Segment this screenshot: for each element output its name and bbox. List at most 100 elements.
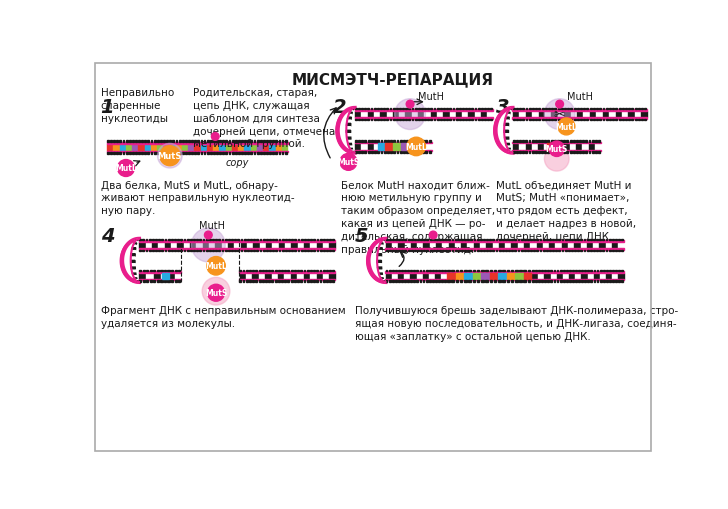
Circle shape [406,101,414,109]
Bar [310,270,312,272]
Polygon shape [377,254,381,257]
Bar [323,250,325,251]
Bar [425,141,427,143]
Bar [587,120,588,121]
Bar [209,250,211,251]
Bar [535,152,537,153]
Polygon shape [352,152,354,153]
Bar [394,144,399,150]
Bar [242,281,245,282]
Bar [458,239,460,241]
Bar [364,120,366,121]
Bar [185,141,187,143]
Bar [278,270,280,272]
Bar [181,250,182,251]
Bar [154,141,156,143]
Bar [455,250,456,251]
Bar [519,281,522,282]
Bar [618,270,620,272]
Bar [188,145,194,152]
Bar [138,141,140,143]
Bar [550,270,553,272]
Bar [163,153,165,155]
Bar [409,152,411,153]
Bar [569,141,571,143]
Polygon shape [507,147,510,149]
Bar [593,242,598,249]
Bar [132,153,134,155]
Bar [432,250,435,251]
Bar [392,109,395,110]
Bar [577,109,579,110]
Bar [368,152,370,153]
Bar [119,153,122,155]
Bar [429,141,430,143]
Bar [320,239,322,241]
Bar [393,152,395,153]
Bar [387,144,392,150]
Bar [631,120,633,121]
Bar [392,270,394,272]
Bar [535,281,537,282]
Bar [545,120,547,121]
Bar [361,120,363,121]
Bar [534,250,535,251]
Bar [219,145,225,152]
Bar [597,270,598,272]
Bar [310,281,312,282]
Bar [598,152,600,153]
Bar [475,120,476,121]
Bar [405,250,406,251]
Bar [263,153,265,155]
Bar [355,110,494,111]
Bar [494,281,496,282]
Bar [244,141,246,143]
Bar [447,270,450,272]
Bar [563,273,569,279]
Polygon shape [134,278,137,279]
Bar [475,111,480,118]
Bar [185,153,187,155]
Bar [576,144,582,150]
Bar [383,120,385,121]
Bar [615,109,617,110]
Bar [416,270,419,272]
Bar [226,145,231,152]
Bar [288,270,290,272]
Bar [437,111,443,118]
Bar [383,109,385,110]
Bar [290,281,293,282]
Bar [584,250,585,251]
Bar [400,152,402,153]
Bar [294,239,296,241]
Bar [635,109,636,110]
Bar [519,111,525,118]
Bar [266,242,272,249]
Bar [225,239,226,241]
Bar [432,270,434,272]
Bar [468,270,471,272]
Bar [529,141,531,143]
Bar [561,120,563,121]
Bar [240,270,241,272]
Bar [498,270,501,272]
Bar [456,120,457,121]
Bar [387,152,389,153]
Bar [577,120,579,121]
Bar [528,281,530,282]
Bar [193,239,195,241]
Bar [563,144,569,150]
Bar [266,250,268,251]
Bar [427,120,430,121]
Bar [385,279,447,281]
Bar [424,111,430,118]
Bar [468,120,470,121]
Bar [235,153,237,155]
Bar [499,250,501,251]
Bar [143,270,145,272]
Bar [116,141,118,143]
Bar [371,152,373,153]
Bar [549,242,555,249]
Bar [531,152,534,153]
Text: MutL: MutL [205,262,227,271]
